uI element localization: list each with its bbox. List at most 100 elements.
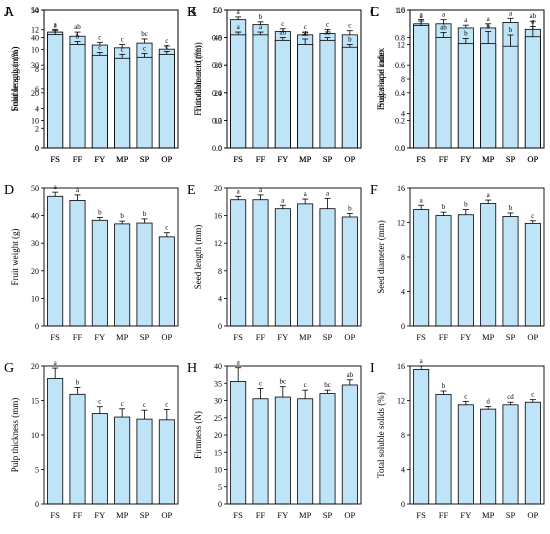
y-tick-label: 12 bbox=[397, 397, 405, 406]
error-bar bbox=[257, 31, 264, 35]
error-bar bbox=[235, 16, 242, 20]
error-bar bbox=[302, 389, 309, 399]
error-bar bbox=[462, 400, 469, 405]
bar-chart-j: J Soluble sugar (%) a FS b FF c FY c MP c SP c OP 0 2 4 6… bbox=[4, 5, 179, 164]
y-tick-label: 4 bbox=[401, 288, 405, 297]
error-bar bbox=[418, 204, 425, 210]
error-bar bbox=[418, 365, 425, 370]
significance-letter: a bbox=[464, 16, 468, 24]
error-bar bbox=[302, 31, 309, 35]
y-tick-label: 40 bbox=[214, 362, 222, 371]
x-tick-label: MP bbox=[116, 332, 129, 342]
x-tick-label: FS bbox=[416, 510, 426, 520]
bar-mp bbox=[480, 203, 497, 327]
error-bar bbox=[485, 199, 492, 204]
y-tick-label: 0 bbox=[401, 500, 405, 509]
bar-fy bbox=[91, 54, 108, 149]
x-tick-label: FS bbox=[416, 332, 426, 342]
significance-letter: c bbox=[348, 22, 351, 30]
y-tick-label: 30 bbox=[214, 61, 222, 70]
significance-letter: ab bbox=[530, 12, 537, 20]
significance-letter: bc bbox=[280, 378, 287, 386]
significance-letter: a bbox=[237, 359, 241, 367]
error-bar bbox=[346, 44, 353, 48]
significance-letter: c bbox=[143, 401, 146, 409]
y-tick-label: 8 bbox=[218, 267, 222, 276]
bar-op bbox=[341, 46, 358, 149]
error-bar bbox=[302, 38, 309, 45]
x-tick-label: FY bbox=[277, 332, 288, 342]
y-tick-label: 8 bbox=[401, 431, 405, 440]
significance-letter: c bbox=[531, 391, 534, 399]
bar-fs bbox=[47, 378, 64, 505]
y-tick-label: 50 bbox=[31, 6, 39, 15]
x-tick-label: FY bbox=[277, 154, 288, 164]
significance-letter: c bbox=[98, 43, 101, 51]
y-tick-label: 20 bbox=[31, 267, 39, 276]
significance-letter: c bbox=[121, 400, 124, 408]
error-bar bbox=[52, 191, 59, 197]
x-tick-label: MP bbox=[482, 332, 495, 342]
x-tick-label: SP bbox=[506, 154, 516, 164]
bar-ff bbox=[252, 34, 269, 149]
bar-mp bbox=[114, 57, 131, 149]
y-tick-label: 4 bbox=[35, 105, 39, 114]
y-axis-label: Fruit shape index bbox=[376, 47, 386, 110]
bar-sp bbox=[319, 39, 336, 149]
x-tick-label: OP bbox=[344, 510, 355, 520]
x-tick-label: SP bbox=[506, 332, 516, 342]
y-tick-label: 5 bbox=[35, 466, 39, 475]
y-tick-label: 35 bbox=[214, 379, 222, 388]
error-bar bbox=[440, 19, 447, 24]
y-axis-label: Pulp thickness (mm) bbox=[10, 398, 20, 473]
error-bar bbox=[96, 51, 103, 56]
error-bar bbox=[507, 212, 514, 217]
bar-op bbox=[341, 216, 358, 327]
significance-letter: a bbox=[304, 190, 308, 198]
bar-op bbox=[158, 53, 175, 149]
x-tick-label: FY bbox=[277, 510, 288, 520]
error-bar bbox=[462, 24, 469, 28]
y-tick-label: 15 bbox=[214, 448, 222, 457]
error-bar bbox=[74, 386, 81, 395]
chart-panel-d: D Fruit weight (g) a FS a FF b FY b MP b SP c OP 0 10 20… bbox=[0, 178, 183, 356]
error-bar bbox=[279, 386, 286, 398]
x-tick-label: FF bbox=[439, 510, 449, 520]
y-axis-label: Firmness (N) bbox=[193, 411, 203, 459]
y-tick-label: 4 bbox=[218, 294, 222, 303]
error-bar bbox=[485, 406, 492, 410]
bar-ff bbox=[435, 37, 452, 149]
error-bar bbox=[302, 198, 309, 204]
significance-letter: a bbox=[54, 20, 58, 28]
significance-letter: a bbox=[237, 23, 241, 31]
panel-letter: H bbox=[187, 361, 197, 376]
error-bar bbox=[141, 38, 148, 44]
error-bar bbox=[96, 217, 103, 221]
bar-op bbox=[158, 419, 175, 505]
y-tick-label: 0 bbox=[218, 144, 222, 153]
y-tick-label: 12 bbox=[397, 41, 405, 50]
x-tick-label: FF bbox=[73, 510, 83, 520]
significance-letter: bc bbox=[141, 30, 148, 38]
error-bar bbox=[235, 367, 242, 382]
x-tick-label: FS bbox=[50, 510, 60, 520]
y-tick-label: 0 bbox=[401, 322, 405, 331]
chart-panel-g: G Pulp thickness (mm) a FS b FF c FY c MP c SP c OP 0 5… bbox=[0, 356, 183, 534]
bar-ff bbox=[435, 394, 452, 505]
significance-letter: a bbox=[54, 22, 58, 30]
y-tick-label: 25 bbox=[214, 414, 222, 423]
x-tick-label: SP bbox=[323, 510, 333, 520]
significance-letter: a bbox=[420, 12, 424, 20]
significance-letter: a bbox=[420, 357, 424, 365]
error-bar bbox=[324, 28, 331, 34]
significance-letter: ab bbox=[440, 23, 447, 31]
bar-ff bbox=[252, 398, 269, 505]
plot-frame bbox=[409, 365, 545, 505]
significance-letter: b bbox=[442, 382, 446, 390]
x-tick-label: OP bbox=[344, 154, 355, 164]
x-tick-label: MP bbox=[482, 510, 495, 520]
error-bar bbox=[257, 21, 264, 25]
x-tick-label: FS bbox=[50, 332, 60, 342]
error-bar bbox=[462, 209, 469, 215]
x-tick-label: FY bbox=[94, 154, 105, 164]
